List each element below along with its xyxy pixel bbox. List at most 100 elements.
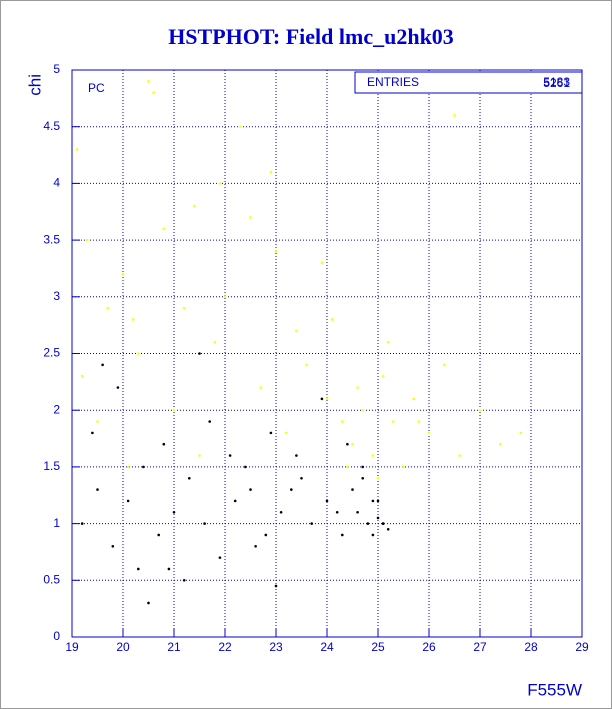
point bbox=[335, 510, 339, 514]
point bbox=[203, 522, 206, 525]
y-tick-label: 3 bbox=[53, 289, 60, 303]
point bbox=[86, 238, 89, 242]
point bbox=[366, 522, 370, 525]
point bbox=[361, 408, 365, 412]
point bbox=[320, 261, 324, 265]
point bbox=[218, 182, 222, 185]
point bbox=[341, 533, 344, 537]
stats-value: 5261 bbox=[543, 76, 570, 90]
point bbox=[131, 318, 135, 321]
point bbox=[458, 454, 461, 457]
point bbox=[381, 374, 385, 378]
point bbox=[182, 579, 186, 582]
point bbox=[96, 488, 99, 491]
point bbox=[351, 488, 354, 491]
point bbox=[300, 476, 303, 480]
point bbox=[269, 431, 273, 435]
point bbox=[478, 408, 482, 412]
point bbox=[443, 363, 446, 367]
panel-label: PC bbox=[88, 81, 105, 95]
y-tick-label: 0.5 bbox=[43, 572, 60, 586]
point bbox=[295, 329, 298, 333]
point bbox=[116, 386, 120, 389]
y-tick-label: 2 bbox=[53, 402, 60, 416]
x-tick-label: 22 bbox=[218, 640, 232, 654]
x-tick-label: 21 bbox=[167, 640, 181, 654]
x-tick-label: 20 bbox=[116, 640, 130, 654]
point bbox=[519, 431, 523, 435]
y-tick-label: 4.5 bbox=[43, 119, 60, 133]
point bbox=[346, 465, 349, 469]
x-tick-label: 29 bbox=[575, 640, 589, 654]
point bbox=[325, 397, 329, 401]
point bbox=[371, 454, 375, 457]
point bbox=[213, 340, 217, 344]
point bbox=[198, 352, 201, 355]
point bbox=[412, 397, 416, 401]
point bbox=[249, 488, 252, 491]
point bbox=[279, 510, 283, 514]
point bbox=[80, 374, 84, 378]
chart-title: HSTPHOT: Field lmc_u2hk03 bbox=[168, 24, 454, 49]
point bbox=[249, 216, 252, 219]
x-tick-label: 23 bbox=[269, 640, 283, 654]
point bbox=[274, 584, 278, 588]
point bbox=[121, 272, 125, 276]
point bbox=[371, 499, 375, 503]
point bbox=[254, 544, 257, 548]
point bbox=[259, 386, 263, 389]
point bbox=[376, 499, 380, 503]
point bbox=[162, 227, 166, 231]
point bbox=[152, 91, 155, 94]
point bbox=[381, 522, 385, 525]
point bbox=[320, 397, 324, 401]
point bbox=[172, 510, 176, 514]
x-tick-label: 24 bbox=[320, 640, 334, 654]
point bbox=[193, 204, 196, 208]
point bbox=[167, 567, 171, 571]
point bbox=[264, 533, 268, 537]
point bbox=[351, 442, 354, 446]
point bbox=[208, 420, 211, 423]
point bbox=[223, 295, 227, 299]
point bbox=[361, 476, 365, 480]
stats-label: ENTRIES bbox=[367, 75, 419, 89]
stats-value: 5183 bbox=[543, 75, 570, 89]
y-tick-label: 0 bbox=[53, 629, 60, 643]
y-tick-label: 4 bbox=[53, 176, 60, 190]
point bbox=[274, 250, 278, 253]
point bbox=[284, 431, 288, 435]
point bbox=[244, 465, 247, 469]
point bbox=[198, 454, 201, 457]
point bbox=[417, 420, 421, 423]
point bbox=[427, 431, 431, 435]
x-axis-label: F555W bbox=[527, 680, 582, 699]
point bbox=[376, 516, 380, 520]
y-tick-label: 3.5 bbox=[43, 232, 60, 246]
x-tick-label: 25 bbox=[371, 640, 385, 654]
point bbox=[356, 386, 359, 389]
point bbox=[453, 114, 456, 117]
point bbox=[233, 499, 237, 503]
point bbox=[371, 533, 375, 537]
point bbox=[126, 465, 130, 469]
point bbox=[182, 306, 186, 310]
point bbox=[325, 499, 329, 503]
point bbox=[137, 352, 140, 355]
point bbox=[330, 318, 334, 321]
point bbox=[162, 442, 166, 446]
y-tick-label: 1.5 bbox=[43, 459, 60, 473]
point bbox=[188, 476, 191, 480]
point bbox=[386, 340, 390, 344]
point bbox=[310, 522, 314, 525]
point bbox=[101, 363, 104, 367]
point bbox=[147, 601, 150, 605]
point bbox=[361, 465, 365, 469]
y-tick-label: 1 bbox=[53, 516, 60, 530]
x-tick-label: 26 bbox=[422, 640, 436, 654]
point bbox=[80, 522, 84, 525]
x-tick-label: 28 bbox=[524, 640, 538, 654]
point bbox=[239, 125, 242, 128]
